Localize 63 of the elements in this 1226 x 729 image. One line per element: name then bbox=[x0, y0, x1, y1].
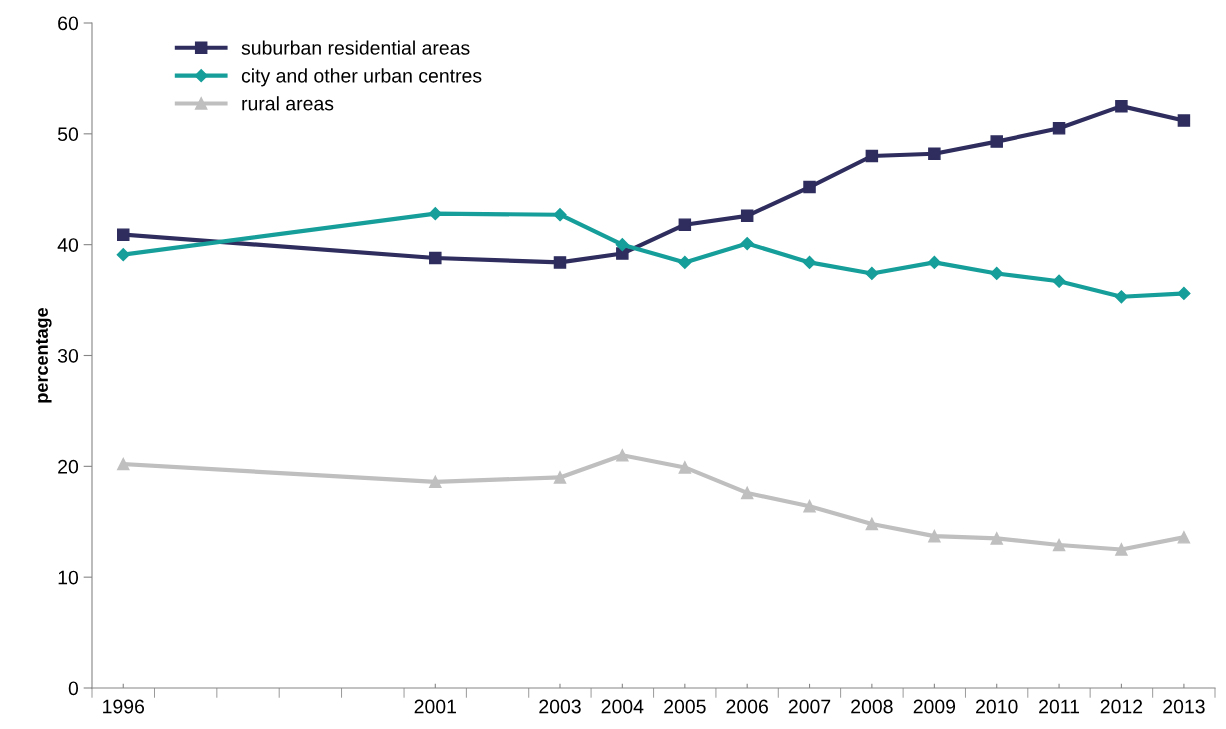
y-tick-label: 60 bbox=[58, 16, 79, 31]
point bbox=[990, 135, 1003, 148]
point bbox=[803, 499, 816, 513]
x-tick-label: 2007 bbox=[788, 699, 831, 714]
x-tick-label: 2013 bbox=[1163, 699, 1205, 714]
y-tick-label: 10 bbox=[58, 570, 79, 585]
point bbox=[928, 147, 941, 161]
x-tick-label: 2009 bbox=[913, 699, 956, 714]
point bbox=[990, 532, 1003, 545]
legend-label: rural areas bbox=[242, 96, 334, 111]
y-tick-label: 20 bbox=[58, 459, 79, 474]
point bbox=[1177, 114, 1191, 127]
point bbox=[429, 475, 442, 489]
x-tick-label: 2012 bbox=[1100, 699, 1143, 714]
point bbox=[1177, 531, 1191, 544]
point bbox=[1115, 543, 1128, 556]
x-tick-label: 2004 bbox=[601, 699, 644, 714]
point bbox=[740, 236, 754, 251]
point bbox=[865, 266, 879, 281]
point bbox=[616, 448, 629, 462]
point bbox=[678, 255, 692, 269]
x-tick-label: 2005 bbox=[664, 699, 706, 714]
point bbox=[740, 486, 754, 500]
point bbox=[678, 461, 692, 474]
legend-label: city and other urban centres bbox=[241, 68, 482, 87]
y-axis-title: percentage bbox=[36, 307, 52, 403]
x-tick-label: 2003 bbox=[539, 699, 581, 714]
legend-label: suburban residential areas bbox=[241, 40, 470, 55]
point bbox=[1115, 99, 1128, 113]
point bbox=[553, 208, 567, 222]
point bbox=[1114, 290, 1128, 304]
point bbox=[429, 251, 442, 265]
point bbox=[928, 529, 941, 543]
point bbox=[428, 207, 442, 221]
point bbox=[802, 255, 817, 269]
point bbox=[553, 256, 567, 269]
point bbox=[1052, 122, 1066, 135]
point bbox=[616, 247, 629, 260]
point bbox=[927, 255, 941, 269]
y-tick-label: 40 bbox=[57, 238, 79, 252]
x-tick-label: 2006 bbox=[726, 699, 768, 714]
point bbox=[615, 238, 629, 252]
point bbox=[678, 218, 692, 231]
point bbox=[553, 471, 567, 484]
point bbox=[116, 248, 130, 262]
point bbox=[803, 180, 816, 194]
point bbox=[865, 517, 879, 531]
point bbox=[1177, 286, 1191, 301]
point bbox=[865, 149, 879, 163]
y-tick-label: 0 bbox=[68, 681, 79, 696]
x-tick-label: 1996 bbox=[103, 699, 145, 714]
x-tick-label: 2010 bbox=[976, 699, 1018, 714]
y-tick-label: 30 bbox=[57, 348, 79, 363]
x-tick-label: 2001 bbox=[414, 699, 456, 714]
point bbox=[1052, 538, 1066, 552]
x-tick-label: 2011 bbox=[1039, 699, 1080, 714]
point bbox=[1052, 274, 1066, 288]
point bbox=[740, 209, 754, 223]
y-tick-label: 50 bbox=[57, 127, 79, 142]
point bbox=[117, 457, 130, 471]
point bbox=[990, 266, 1004, 281]
x-tick-label: 2008 bbox=[851, 699, 893, 714]
point bbox=[117, 228, 130, 241]
